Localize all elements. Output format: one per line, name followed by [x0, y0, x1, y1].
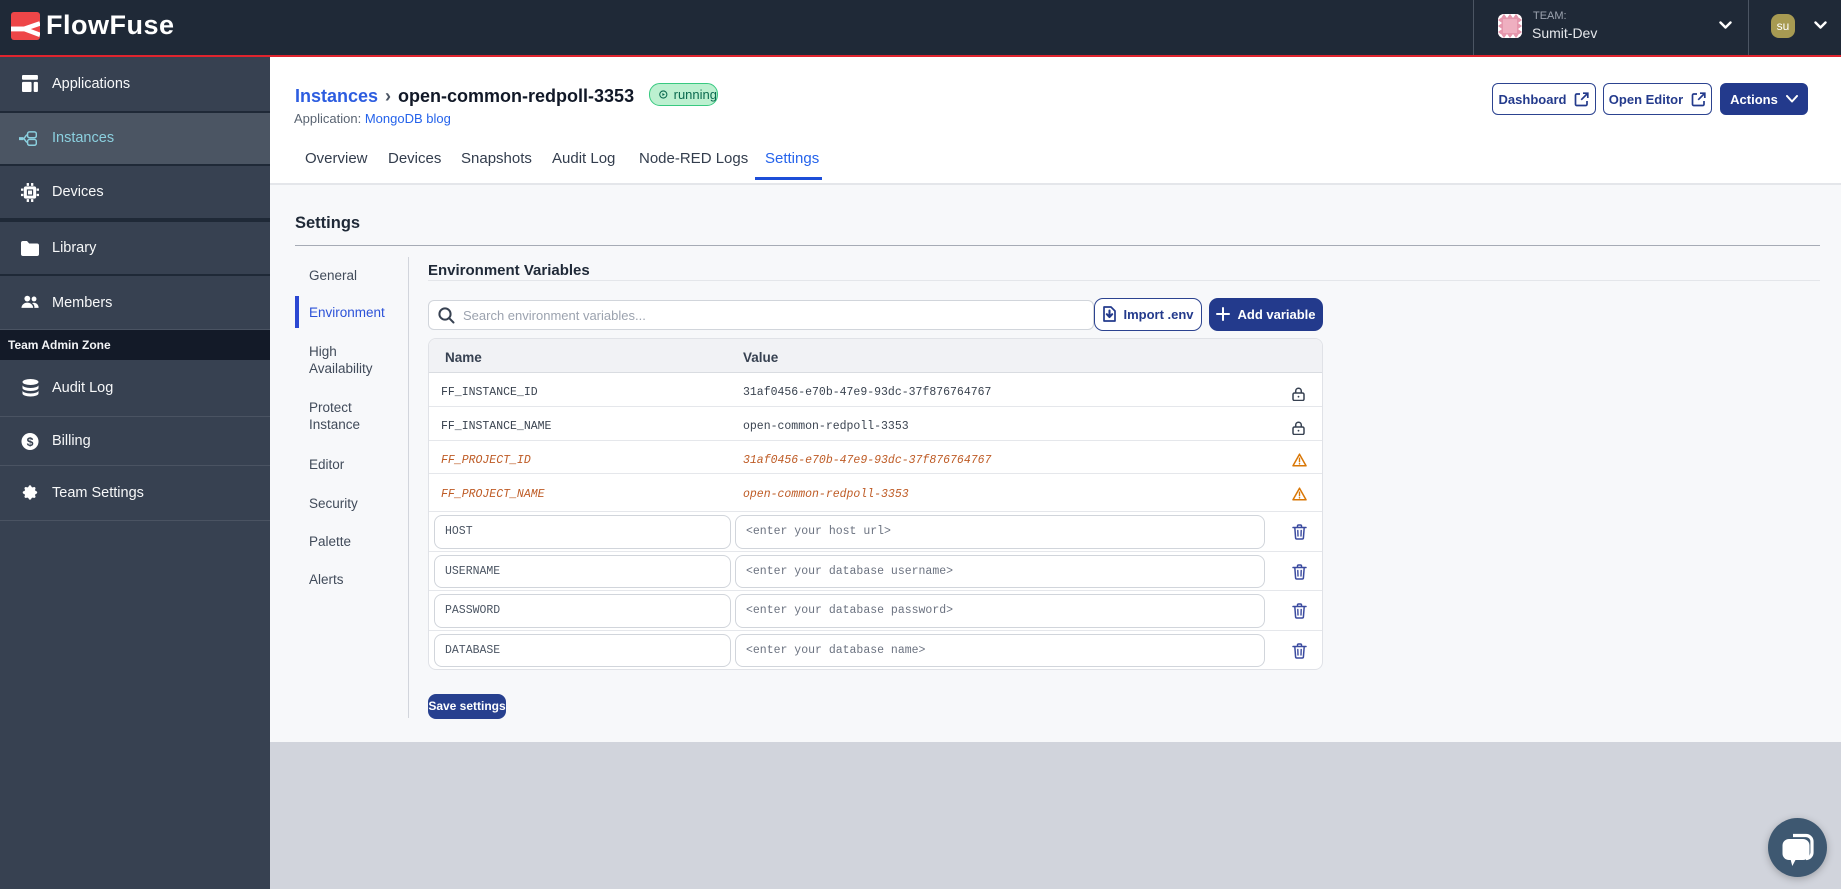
svg-text:$: $: [27, 434, 34, 448]
